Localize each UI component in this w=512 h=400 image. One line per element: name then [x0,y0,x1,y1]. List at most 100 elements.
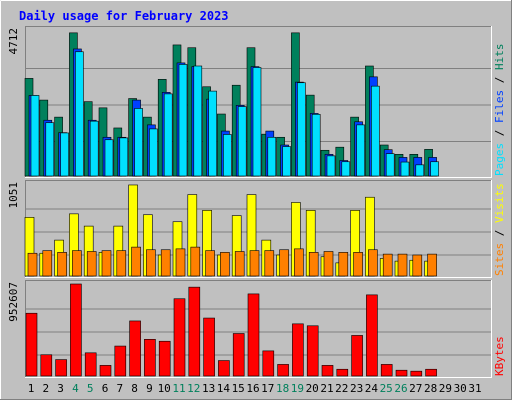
pages-bar [193,65,203,177]
sites-bar [86,251,97,277]
panel-1-legend: Pages / Files / Hits [493,44,506,177]
day-label: 26 [394,382,407,395]
sites-bar [353,252,363,277]
day-label: 19 [291,382,304,395]
kbytes-bar [188,286,201,377]
pages-bar [60,132,69,177]
legend-item: Visits [493,183,506,223]
day-label: 13 [202,382,215,395]
sites-bar [323,251,334,277]
sites-bar [190,246,201,277]
sites-bar [382,253,393,277]
chart-title: Daily usage for February 2023 [19,9,229,23]
kbytes-bar [306,325,319,377]
day-label: 7 [116,382,123,395]
kbytes-bar [55,359,67,377]
sites-bar [160,249,171,277]
pages-bar [400,161,410,177]
kbytes-bar [395,369,408,377]
day-label: 1 [28,382,35,395]
sites-bar [42,250,53,277]
sites-bar [294,248,304,277]
day-label: 29 [439,382,452,395]
pages-bar [237,106,247,177]
kbytes-bar [380,364,393,377]
sites-bar [249,250,260,277]
sites-bar [116,250,127,277]
pages-bar [163,93,173,177]
pages-bar [75,51,84,177]
kbytes-bar [99,365,112,377]
pages-bar [267,136,277,177]
pages-bar [415,164,425,177]
day-label: 27 [409,382,422,395]
day-label: 3 [57,382,64,395]
day-label: 17 [261,382,274,395]
pages-bar [252,67,262,177]
panel-2-legend: Sites / Visits [493,183,506,276]
sites-bar [175,248,186,277]
pages-bar [89,120,99,177]
sites-bar [368,249,378,277]
day-label: 23 [350,382,363,395]
pages-bar [371,85,380,177]
sites-bar [279,249,289,277]
kbytes-bar [129,320,141,377]
sites-bar [205,250,215,277]
day-label: 11 [172,382,185,395]
pages-bar [385,153,395,177]
pages-bar [223,134,232,177]
kbytes-bar [425,368,437,377]
sites-bar [264,250,275,277]
pages-bar [104,139,114,177]
day-label: 15 [232,382,245,395]
pages-bar [45,122,55,177]
kbytes-bar [114,345,127,377]
sites-bar [27,252,38,277]
legend-item: Hits [493,44,506,71]
kbytes-bar [203,317,215,377]
kbytes-bar [366,294,378,377]
day-label: 5 [87,382,94,395]
pages-bar [134,108,143,177]
sites-bar [101,250,112,277]
day-label: 24 [365,382,379,395]
day-label: 30 [454,382,467,395]
panel-2-ymax-label: 1051 [7,182,20,209]
sites-bar [131,246,141,277]
day-label: 22 [335,382,348,395]
day-label: 6 [102,382,109,395]
sites-bar [72,250,82,277]
sites-bar [234,251,245,277]
pages-bar [297,82,306,177]
kbytes-bar [144,339,156,377]
legend-item: / [493,70,506,90]
pages-bar [119,137,129,177]
sites-bar [338,252,349,277]
pages-bar [311,114,321,177]
kbytes-bar [40,354,53,377]
legend-item: Pages [493,143,506,176]
pages-bar [326,155,336,177]
legend-item: / [493,223,506,243]
pages-bar [430,161,439,177]
panel-1-ymax-label: 4712 [7,28,20,55]
pages-bar [341,161,351,177]
pages-bar [178,64,188,177]
day-label: 20 [306,382,319,395]
kbytes-bar [173,298,186,377]
kbytes-bar [232,333,245,377]
kbytes-bar [410,370,423,377]
kbytes-bar [247,293,260,377]
kbytes-bar [218,360,230,377]
pages-bar [208,90,217,177]
legend-item: KBytes [493,336,506,376]
kbytes-bar [70,283,82,377]
pages-bar [30,95,40,177]
day-label: 31 [468,382,481,395]
sites-bar [397,253,408,277]
kbytes-bar [277,364,289,377]
day-label: 16 [246,382,259,395]
day-label: 9 [146,382,153,395]
